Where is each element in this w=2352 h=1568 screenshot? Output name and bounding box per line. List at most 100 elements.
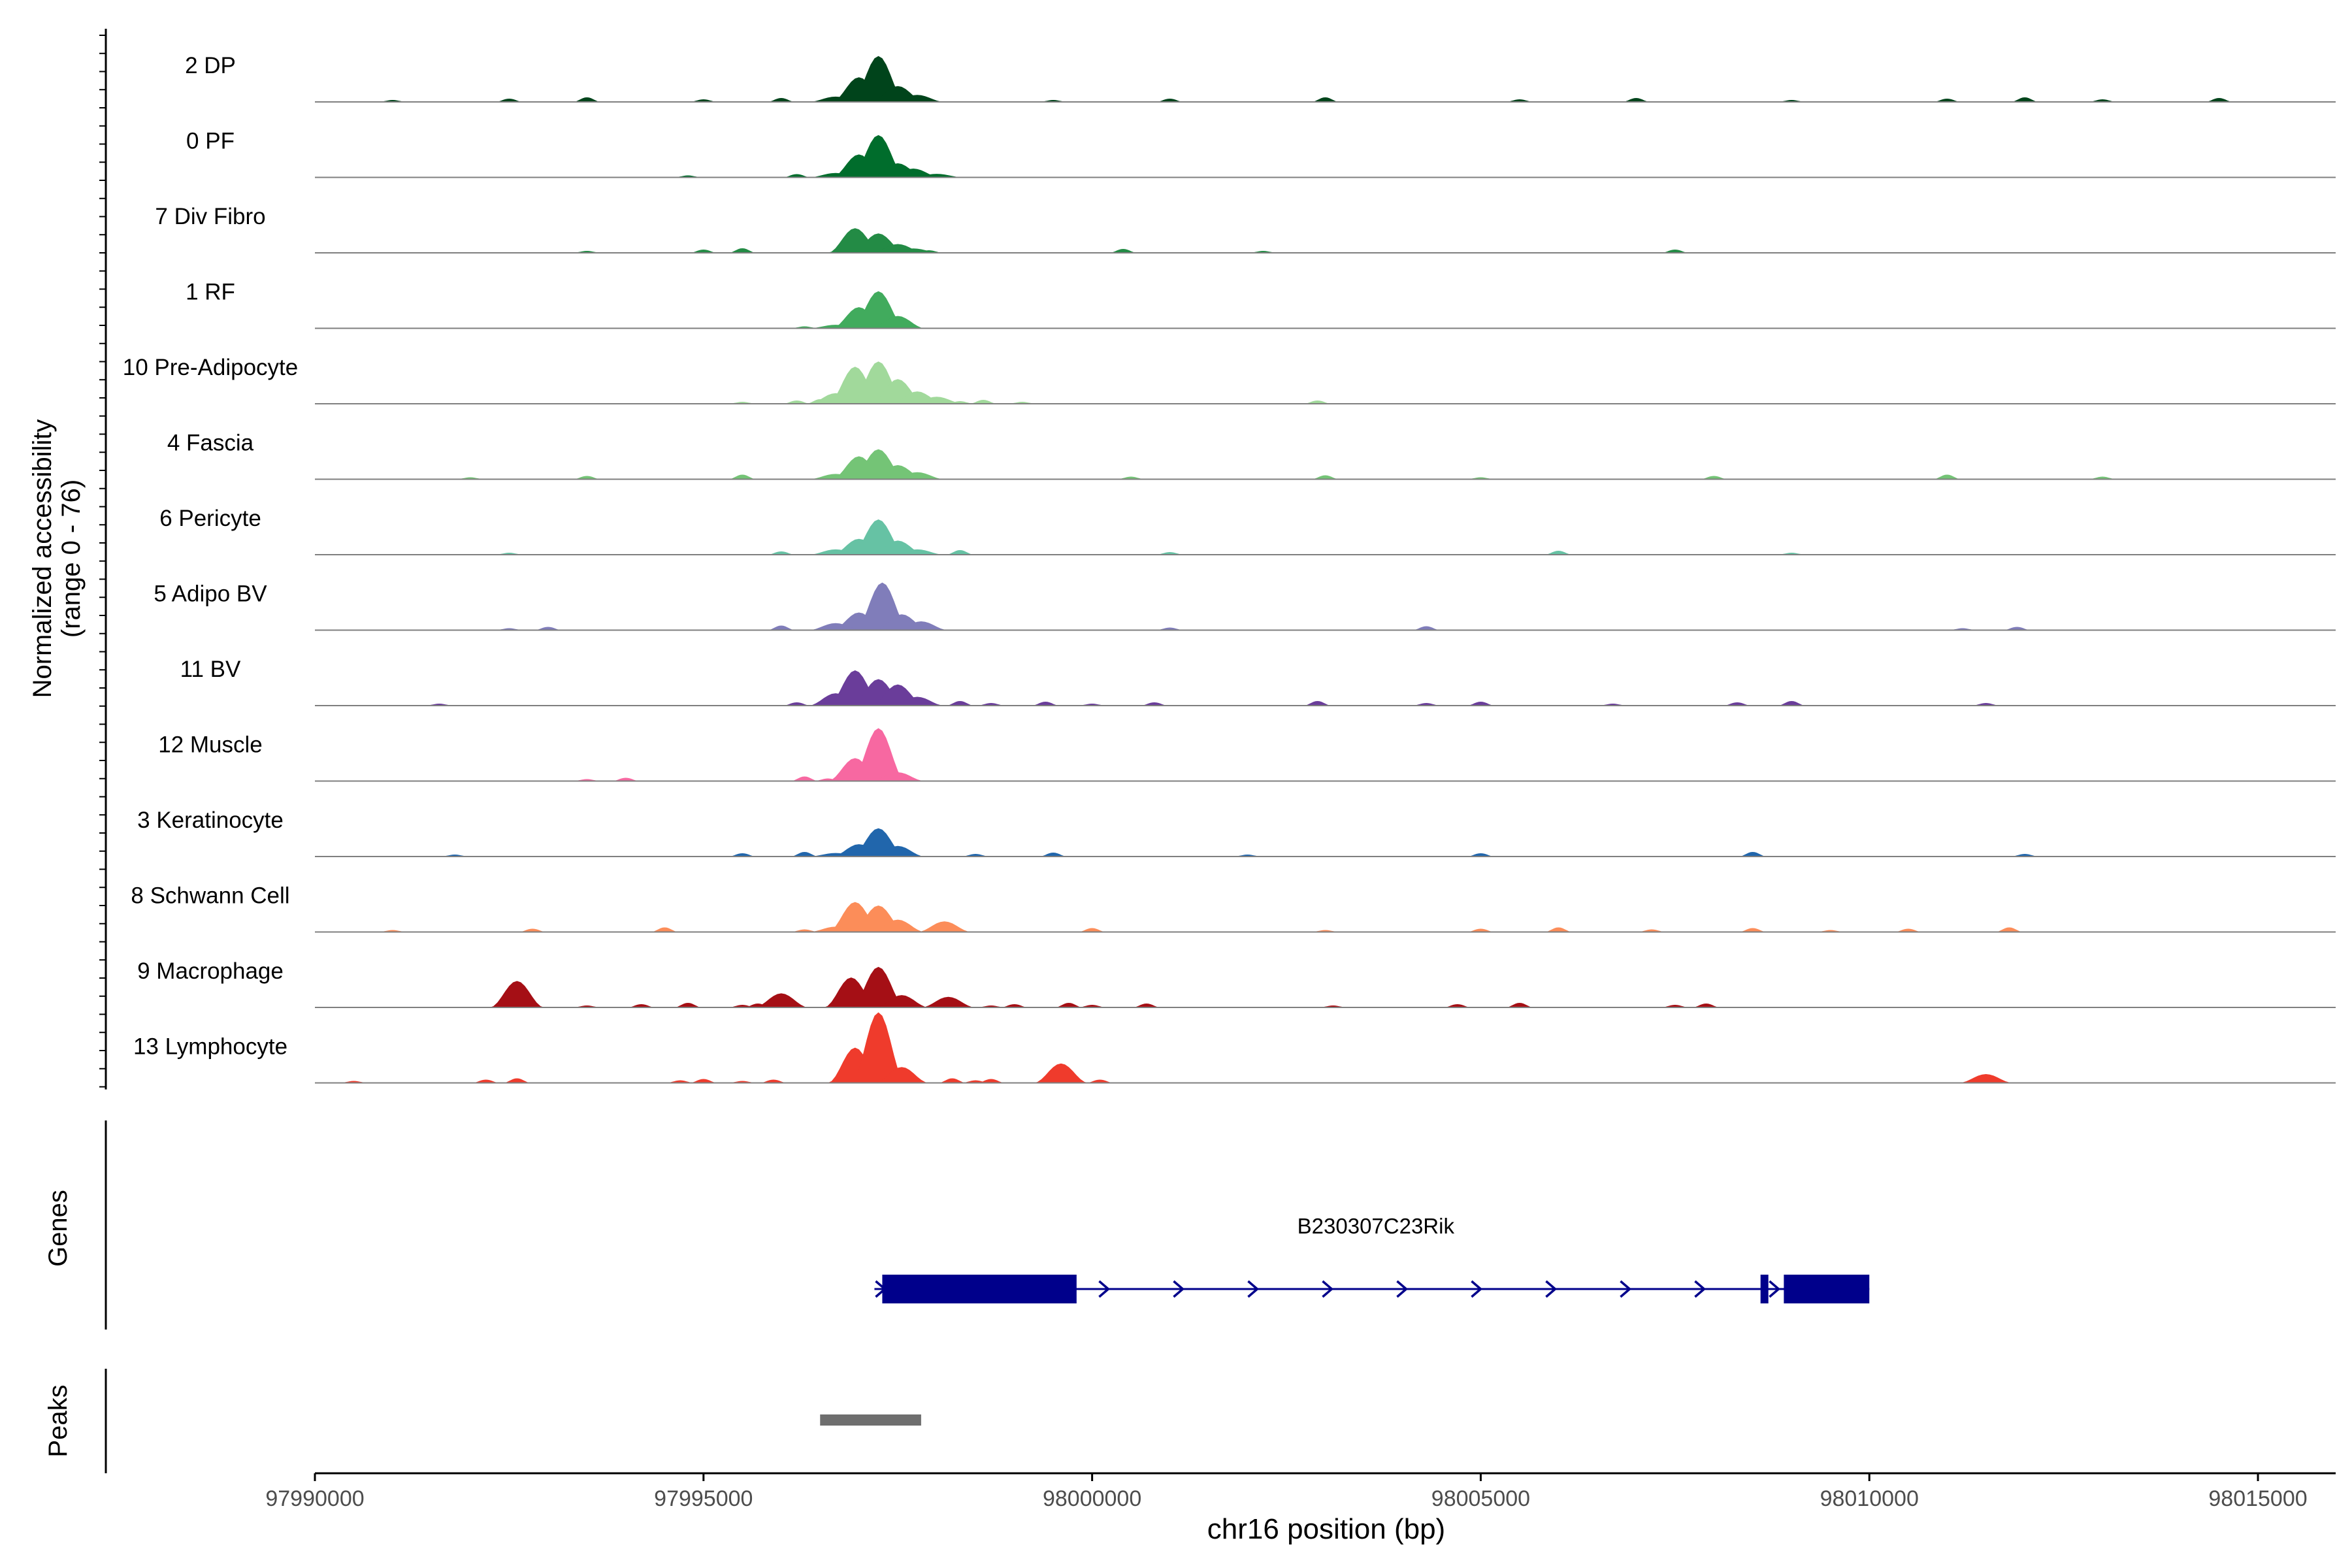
track-7-div-fibro: 7 Div Fibro <box>155 204 2336 253</box>
coverage-peak <box>851 966 906 1007</box>
coverage-bump-minor <box>728 474 757 480</box>
gene-exon <box>882 1275 1077 1303</box>
coverage-peak <box>889 696 945 706</box>
coverage-peak <box>886 248 941 253</box>
coverage-bump-minor <box>1933 474 1962 480</box>
coverage-bump-minor <box>1412 626 1441 630</box>
track-label: 1 RF <box>186 280 235 305</box>
coverage-bump-minor <box>495 99 524 102</box>
gene-panel: B230307C23Rik <box>105 1120 1870 1330</box>
coverage-bump-minor <box>766 625 796 630</box>
coverage-peak <box>921 996 976 1007</box>
coverage-peak <box>874 995 930 1007</box>
coverage-bump-minor <box>782 400 811 404</box>
track-label: 12 Muscle <box>158 732 263 758</box>
coverage-bump-minor <box>1303 400 1332 404</box>
coverage-peak <box>874 1067 930 1083</box>
coverage-bump-minor <box>728 853 757 857</box>
coverage-bump-minor <box>611 777 640 781</box>
x-tick-label: 98010000 <box>1820 1486 1919 1511</box>
x-tick-label: 97990000 <box>265 1486 364 1511</box>
coverage-bump-minor <box>1691 1004 1721 1007</box>
coverage-bump-minor <box>674 1003 703 1007</box>
coverage-bump-minor <box>1443 1004 1472 1007</box>
track-label: 6 Pericyte <box>159 506 261 531</box>
track-label: 2 DP <box>185 53 236 78</box>
coverage-bump-minor <box>572 97 602 102</box>
coverage-peak <box>851 1012 906 1083</box>
track-label: 11 BV <box>180 657 241 682</box>
coverage-peak <box>808 853 864 857</box>
coverage-peak <box>1034 1063 1089 1083</box>
coverage-peak <box>870 316 926 329</box>
coverage-bump-minor <box>1777 701 1806 706</box>
coverage-bump-minor <box>969 400 998 404</box>
coverage-bump-minor <box>1466 928 1495 932</box>
coverage-bump-minor <box>1311 97 1340 102</box>
strand-arrow-icon <box>1769 1280 1781 1298</box>
coverage-bump-minor <box>790 776 819 781</box>
coverage-peak <box>808 474 864 480</box>
coverage-bump-minor <box>1139 702 1169 706</box>
track-label: 13 Lymphocyte <box>133 1034 287 1060</box>
coverage-peak <box>808 172 864 178</box>
coverage-bump-minor <box>759 1079 788 1083</box>
coverage-peak <box>489 981 545 1007</box>
track-label: 0 PF <box>186 129 235 154</box>
track-label: 8 Schwann Cell <box>131 883 289 909</box>
strand-arrow-icon <box>1173 1280 1185 1298</box>
coverage-bump-minor <box>1077 928 1107 932</box>
coverage-peak <box>851 728 906 781</box>
strand-arrow-icon <box>1322 1280 1334 1298</box>
x-tick-label: 98005000 <box>1431 1486 1530 1511</box>
accessibility-axis <box>99 29 107 1090</box>
coverage-bump-minor <box>689 1079 718 1083</box>
track-2-dp: 2 DP <box>185 53 2336 103</box>
track-label: 10 Pre-Adipocyte <box>123 355 298 380</box>
coverage-peak <box>889 95 945 102</box>
coverage-bump-minor <box>1132 1004 1161 1007</box>
coverage-peak <box>808 693 864 706</box>
coverage-bump-minor <box>650 927 679 932</box>
y-axis-label: Normalized accessibility <box>28 419 57 698</box>
coverage-peak <box>753 993 809 1007</box>
gene-exon <box>1784 1275 1870 1303</box>
coverage-bump-minor <box>518 928 547 932</box>
coverage-peak <box>808 96 864 102</box>
coverage-bump-minor <box>689 250 718 253</box>
coverage-peak <box>917 921 972 932</box>
gene-name-label: B230307C23Rik <box>1298 1214 1455 1238</box>
coverage-bump-minor <box>1000 1004 1029 1007</box>
x-axis: 97990000 97995000 98000000 98005000 98010000… <box>265 1472 2336 1511</box>
track-11-bv: 11 BV <box>180 657 2336 706</box>
track-label: 5 Adipo BV <box>154 581 267 607</box>
coverage-bump-minor <box>1722 702 1752 706</box>
coverage-bump-minor <box>1544 551 1573 555</box>
gene-b230307c23rik: B230307C23Rik <box>874 1214 1870 1303</box>
coverage-bump-minor <box>1039 853 1068 857</box>
coverage-bump-minor <box>945 701 975 706</box>
coverage-bump-minor <box>1622 98 1651 102</box>
track-0-pf: 0 PF <box>186 129 2336 178</box>
track-4-fascia: 4 Fascia <box>167 431 2336 480</box>
coverage-bump-minor <box>790 852 819 857</box>
track-5-adipo-bv: 5 Adipo BV <box>154 581 2336 631</box>
coverage-peak <box>870 772 926 781</box>
coverage-peak <box>808 926 864 932</box>
coverage-bump-minor <box>1933 99 1962 102</box>
gene-exon <box>1760 1275 1769 1303</box>
coverage-bump-minor <box>2002 627 2032 630</box>
x-tick-label: 98000000 <box>1043 1486 1141 1511</box>
coverage-bump-minor <box>1544 927 1573 932</box>
track-8-schwann-cell: 8 Schwann Cell <box>131 883 2336 933</box>
coverage-bump-minor <box>502 1078 532 1083</box>
x-axis-label: chr16 position (bp) <box>1207 1513 1445 1545</box>
track-13-lymphocyte: 13 Lymphocyte <box>133 1012 2336 1084</box>
coverage-bump-minor <box>1155 99 1184 102</box>
coverage-bump-minor <box>766 551 796 555</box>
coverage-peak <box>870 845 926 857</box>
coverage-bump-minor <box>1738 928 1767 932</box>
track-1-rf: 1 RF <box>186 280 2336 329</box>
coverage-tracks: 2 DP 0 PF 7 Div Fibro 1 RF 10 Pre-Adipocyte 4… <box>123 53 2336 1084</box>
